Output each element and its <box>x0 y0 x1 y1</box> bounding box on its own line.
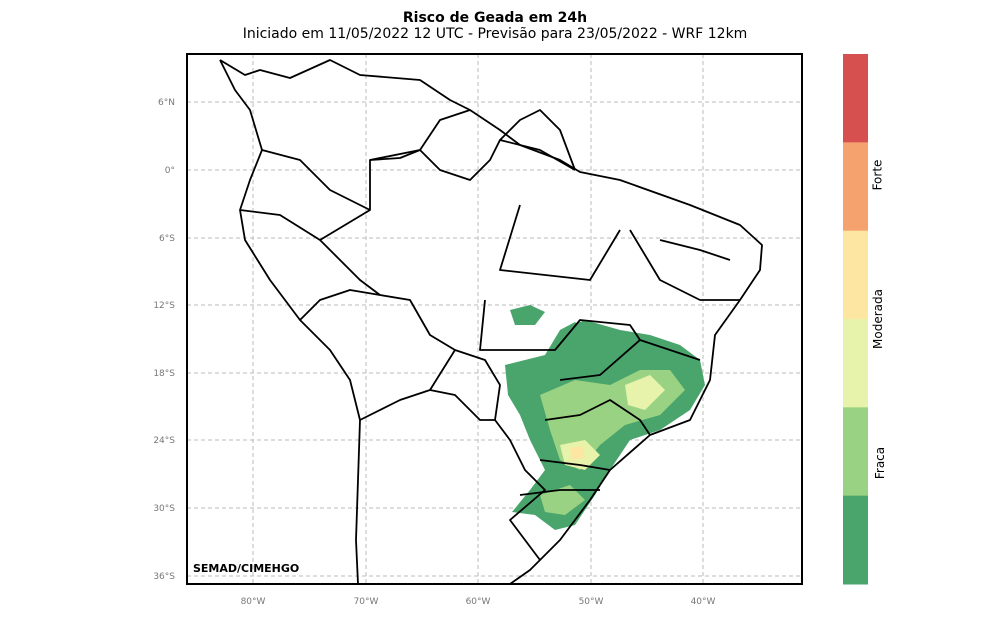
lon-tick: 60°W <box>466 597 491 607</box>
colorbar <box>843 54 868 585</box>
lat-tick: 6°S <box>159 234 175 244</box>
map-frame <box>186 53 803 585</box>
lat-tick: 12°S <box>153 301 175 311</box>
lat-tick: 18°S <box>153 369 175 379</box>
lat-tick-labels: 6°N 0° 6°S 12°S 18°S 24°S 30°S 36°S <box>153 98 175 582</box>
colorbar-segment <box>843 142 868 232</box>
lat-tick: 24°S <box>153 436 175 446</box>
colorbar-label-moderada: Moderada <box>870 289 885 349</box>
map-subtitle: Iniciado em 11/05/2022 12 UTC - Previsão… <box>242 26 748 42</box>
colorbar-segment <box>843 407 868 497</box>
credit-label: SEMAD/CIMEHGO <box>193 562 299 575</box>
colorbar-segment <box>843 230 868 320</box>
colorbar-label-forte: Forte <box>870 159 885 191</box>
colorbar-segment <box>843 495 868 585</box>
frost-risk-field <box>505 305 705 530</box>
colorbar-segment <box>843 319 868 408</box>
lon-tick: 80°W <box>241 597 266 607</box>
colorbar-label-fraca: Fraca <box>873 446 888 480</box>
coastline-and-borders <box>219 59 763 585</box>
colorbar-segment <box>843 54 868 143</box>
lon-tick: 70°W <box>354 597 379 607</box>
lat-tick: 6°N <box>158 98 175 108</box>
lon-tick: 50°W <box>579 597 604 607</box>
lon-tick: 40°W <box>691 597 716 607</box>
lat-tick: 36°S <box>153 572 175 582</box>
lat-tick: 30°S <box>153 504 175 514</box>
map-title: Risco de Geada em 24h <box>402 10 588 26</box>
lat-tick: 0° <box>165 166 175 176</box>
lon-tick-labels: 80°W 70°W 60°W 50°W 40°W <box>241 597 716 607</box>
gridlines <box>187 54 802 584</box>
